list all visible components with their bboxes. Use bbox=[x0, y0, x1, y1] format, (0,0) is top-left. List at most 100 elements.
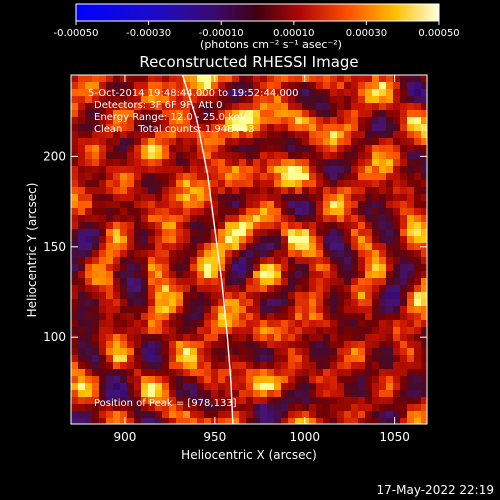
heatmap-cell bbox=[295, 320, 303, 328]
heatmap-cell bbox=[407, 145, 415, 153]
heatmap-cell bbox=[260, 152, 268, 160]
heatmap-cell bbox=[169, 376, 177, 384]
heatmap-cell bbox=[393, 138, 401, 146]
heatmap-cell bbox=[267, 222, 275, 230]
heatmap-cell bbox=[407, 208, 415, 216]
heatmap-cell bbox=[85, 264, 93, 272]
heatmap-cell bbox=[218, 299, 226, 307]
heatmap-cell bbox=[358, 418, 366, 424]
heatmap-cell bbox=[85, 334, 93, 342]
heatmap-cell bbox=[288, 215, 296, 223]
heatmap-cell bbox=[393, 201, 401, 209]
heatmap-cell bbox=[407, 320, 415, 328]
heatmap-cell bbox=[302, 82, 310, 90]
heatmap-cell bbox=[260, 418, 268, 424]
heatmap-cell bbox=[351, 159, 359, 167]
heatmap-cell bbox=[113, 362, 121, 370]
heatmap-cell bbox=[148, 159, 156, 167]
heatmap-cell bbox=[393, 376, 401, 384]
heatmap-cell bbox=[169, 264, 177, 272]
heatmap-cell bbox=[113, 341, 121, 349]
heatmap-cell bbox=[253, 222, 261, 230]
heatmap-cell bbox=[281, 376, 289, 384]
heatmap-cell bbox=[127, 173, 135, 181]
heatmap-cell bbox=[239, 341, 247, 349]
heatmap-cell bbox=[288, 404, 296, 412]
heatmap-cell bbox=[190, 390, 198, 398]
heatmap-cell bbox=[169, 292, 177, 300]
heatmap-cell bbox=[351, 117, 359, 125]
chart-title: Reconstructed RHESSI Image bbox=[139, 53, 358, 71]
heatmap-cell bbox=[211, 96, 219, 104]
heatmap-cell bbox=[253, 138, 261, 146]
heatmap-cell bbox=[239, 418, 247, 424]
heatmap-cell bbox=[421, 138, 427, 146]
heatmap-cell bbox=[190, 187, 198, 195]
heatmap-cell bbox=[274, 194, 282, 202]
heatmap-cell bbox=[260, 96, 268, 104]
heatmap-cell bbox=[225, 299, 233, 307]
heatmap-cell bbox=[351, 173, 359, 181]
heatmap-cell bbox=[211, 292, 219, 300]
heatmap-cell bbox=[414, 397, 422, 405]
heatmap-cell bbox=[155, 103, 163, 111]
heatmap-cell bbox=[141, 215, 149, 223]
heatmap-cell bbox=[407, 243, 415, 251]
heatmap-cell bbox=[414, 313, 422, 321]
heatmap-cell bbox=[267, 355, 275, 363]
heatmap-cell bbox=[400, 243, 408, 251]
heatmap-cell bbox=[134, 187, 142, 195]
heatmap-cell bbox=[197, 145, 205, 153]
heatmap-cell bbox=[288, 75, 296, 83]
heatmap-cell bbox=[218, 124, 226, 132]
heatmap-cell bbox=[71, 222, 79, 230]
heatmap-cell bbox=[155, 180, 163, 188]
heatmap-cell bbox=[246, 285, 254, 293]
heatmap-cell bbox=[218, 75, 226, 83]
heatmap-cell bbox=[239, 75, 247, 83]
heatmap-cell bbox=[274, 411, 282, 419]
heatmap-cell bbox=[344, 166, 352, 174]
heatmap-cell bbox=[190, 82, 198, 90]
heatmap-cell bbox=[309, 278, 317, 286]
heatmap-cell bbox=[169, 152, 177, 160]
heatmap-cell bbox=[211, 264, 219, 272]
heatmap-cell bbox=[379, 215, 387, 223]
heatmap-cell bbox=[218, 306, 226, 314]
heatmap-cell bbox=[351, 341, 359, 349]
heatmap-cell bbox=[358, 117, 366, 125]
heatmap-cell bbox=[197, 257, 205, 265]
heatmap-cell bbox=[162, 243, 170, 251]
heatmap-cell bbox=[281, 152, 289, 160]
heatmap-cell bbox=[113, 348, 121, 356]
heatmap-cell bbox=[267, 131, 275, 139]
heatmap-cell bbox=[134, 285, 142, 293]
heatmap-cell bbox=[176, 418, 184, 424]
heatmap-cell bbox=[323, 390, 331, 398]
heatmap-cell bbox=[141, 362, 149, 370]
heatmap-cell bbox=[211, 187, 219, 195]
heatmap-cell bbox=[253, 341, 261, 349]
heatmap-cell bbox=[141, 243, 149, 251]
heatmap-cell bbox=[393, 236, 401, 244]
heatmap-cell bbox=[344, 180, 352, 188]
heatmap-cell bbox=[407, 306, 415, 314]
heatmap-cell bbox=[274, 166, 282, 174]
heatmap-cell bbox=[197, 299, 205, 307]
heatmap-cell bbox=[127, 166, 135, 174]
heatmap-cell bbox=[239, 173, 247, 181]
heatmap-cell bbox=[344, 82, 352, 90]
heatmap-cell bbox=[393, 229, 401, 237]
heatmap-cell bbox=[127, 75, 135, 83]
heatmap-cell bbox=[197, 390, 205, 398]
heatmap-cell bbox=[148, 397, 156, 405]
heatmap-cell bbox=[344, 159, 352, 167]
heatmap-cell bbox=[316, 397, 324, 405]
heatmap-cell bbox=[386, 341, 394, 349]
heatmap-cell bbox=[218, 152, 226, 160]
heatmap-cell bbox=[379, 418, 387, 424]
heatmap-cell bbox=[281, 103, 289, 111]
heatmap-cell bbox=[190, 411, 198, 419]
heatmap-cell bbox=[176, 257, 184, 265]
